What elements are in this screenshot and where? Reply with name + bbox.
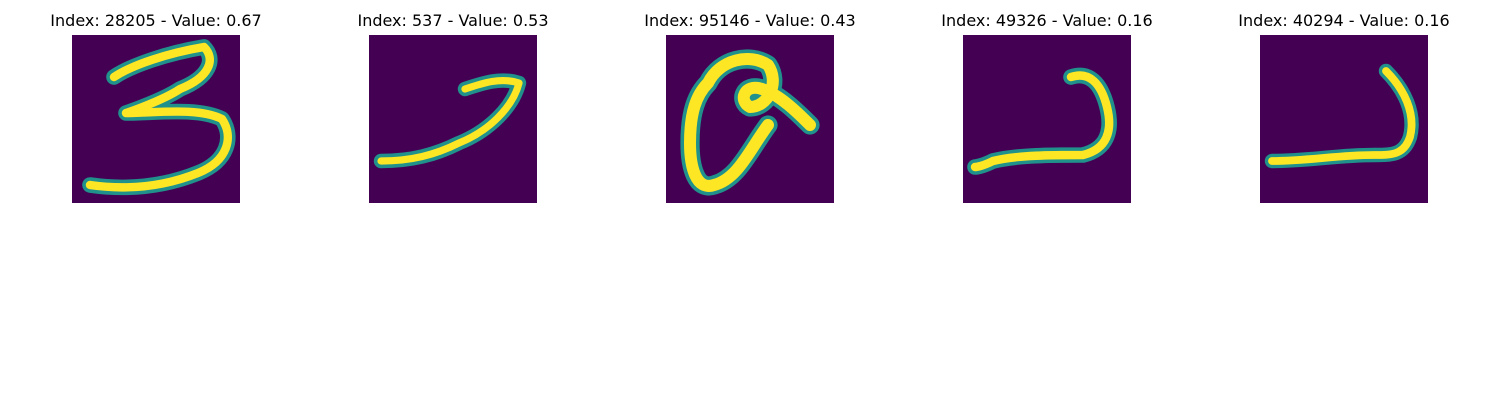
panel-title: Index: 49326 - Value: 0.16 — [941, 11, 1153, 30]
image-panel-3: Index: 95146 - Value: 0.43 — [630, 10, 870, 210]
image-panel-2: Index: 537 - Value: 0.53 — [333, 10, 573, 210]
digit-image — [369, 35, 537, 203]
digit-image — [72, 35, 240, 203]
digit-image — [1260, 35, 1428, 203]
panel-title: Index: 28205 - Value: 0.67 — [50, 11, 262, 30]
digit-image — [963, 35, 1131, 203]
image-panel-1: Index: 28205 - Value: 0.67 — [36, 10, 276, 210]
digit-image — [666, 35, 834, 203]
panel-title: Index: 40294 - Value: 0.16 — [1238, 11, 1450, 30]
panel-title: Index: 537 - Value: 0.53 — [357, 11, 549, 30]
image-panel-4: Index: 49326 - Value: 0.16 — [927, 10, 1167, 210]
image-panel-5: Index: 40294 - Value: 0.16 — [1224, 10, 1464, 210]
panel-title: Index: 95146 - Value: 0.43 — [644, 11, 856, 30]
